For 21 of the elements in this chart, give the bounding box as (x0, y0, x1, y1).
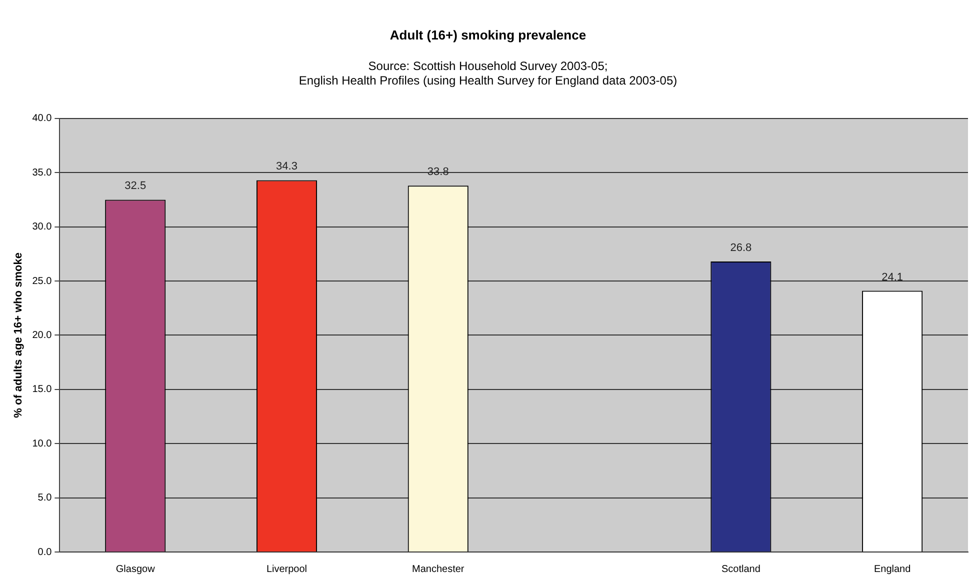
y-axis-title: % of adults age 16+ who smoke (12, 252, 25, 418)
y-tick-label: 25.0 (32, 276, 52, 287)
chart-subtitle: Source: Scottish Household Survey 2003-05; English Health Profiles (using Health Survey for England data 2003-05) (298, 59, 678, 88)
y-tick-label: 15.0 (32, 384, 52, 396)
y-tick-label: 0.0 (38, 546, 52, 558)
x-tick-label: Manchester (412, 564, 465, 575)
y-tick-label: 30.0 (32, 222, 52, 233)
y-tick-label: 10.0 (32, 438, 52, 450)
x-tick-label: Liverpool (266, 564, 308, 575)
data-label: 32.5 (124, 180, 146, 192)
data-label: 26.8 (730, 242, 752, 254)
data-label: 34.3 (276, 160, 298, 173)
y-tick-label: 20.0 (32, 330, 52, 341)
x-tick-label: Glasgow (116, 564, 156, 575)
x-tick-label: England (874, 564, 911, 575)
y-tick-label: 40.0 (32, 113, 52, 124)
x-tick-label: Scotland (721, 564, 760, 575)
chart-title: Adult (16+) smoking prevalence (390, 27, 586, 42)
y-tick-label: 5.0 (38, 492, 52, 504)
y-tick-label: 35.0 (32, 167, 52, 178)
data-label: 24.1 (882, 271, 904, 284)
